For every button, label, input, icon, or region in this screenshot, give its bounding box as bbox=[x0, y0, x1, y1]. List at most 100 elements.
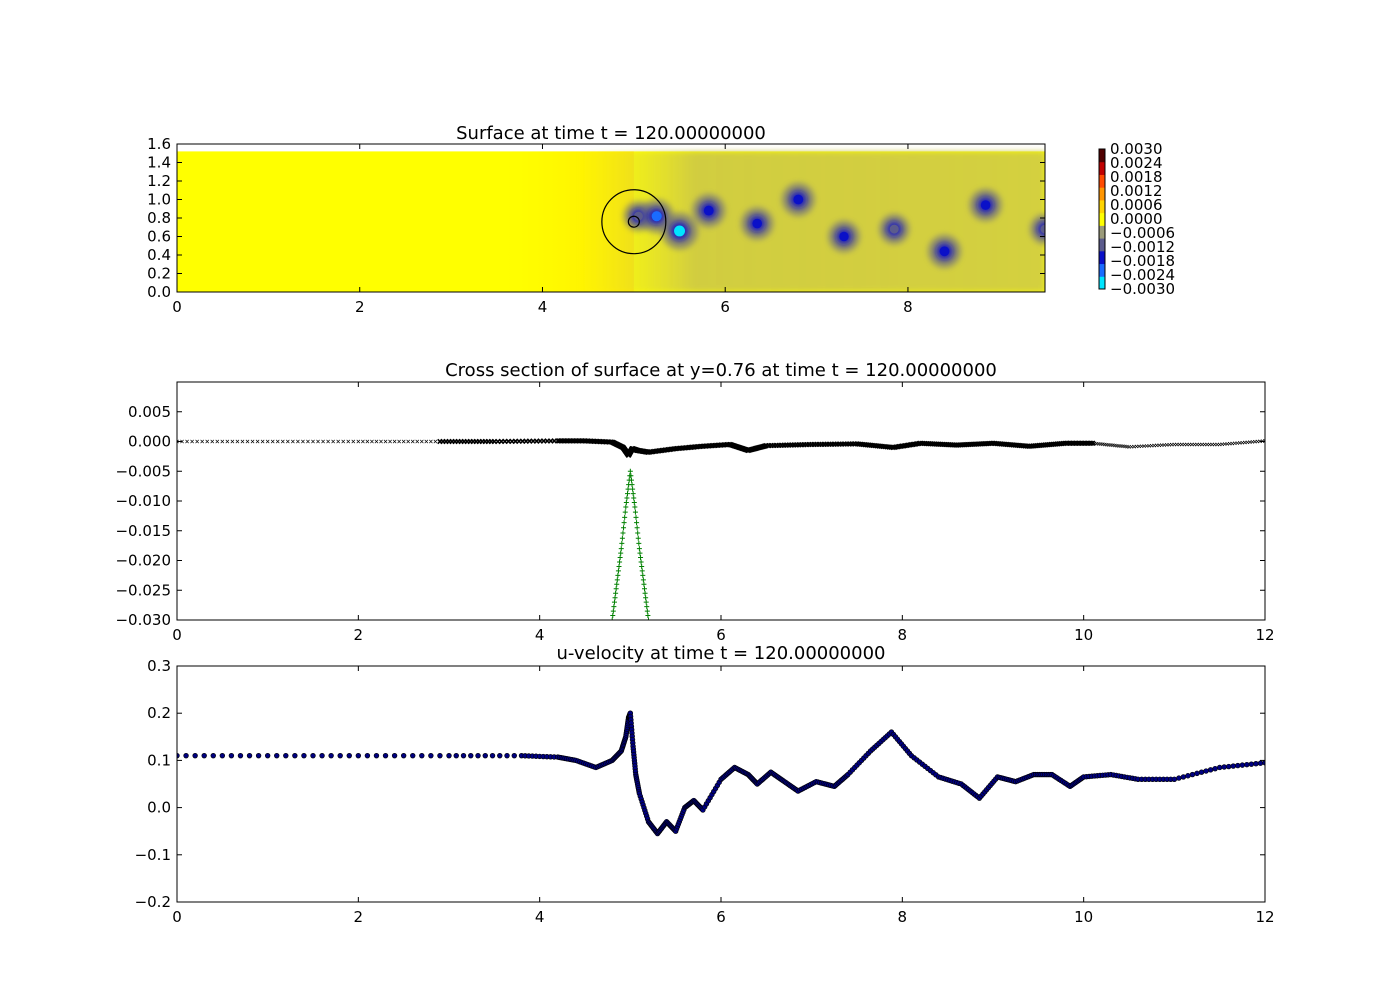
cross-section-y-tick-label: −0.025 bbox=[115, 581, 171, 599]
bathymetry-point bbox=[628, 473, 634, 479]
bathymetry-point bbox=[639, 568, 645, 574]
heatmap-y-tick-label: 1.0 bbox=[147, 191, 171, 209]
vortex-core bbox=[674, 225, 686, 237]
cross-section-point bbox=[275, 439, 280, 444]
cross-section-point bbox=[326, 439, 330, 444]
bathymetry-point bbox=[638, 559, 644, 565]
bathymetry-point bbox=[618, 550, 624, 556]
colorbar-segment bbox=[1099, 199, 1105, 214]
surface-heatmap-axes: 0 2 4 6 8 0.00.20.40.60.81.01.21.41.6 bbox=[147, 135, 1045, 316]
cross-section-point bbox=[383, 439, 388, 444]
bathymetry-point bbox=[644, 608, 650, 614]
cross-section-x-tick-label: 4 bbox=[535, 626, 545, 644]
bathymetry-point bbox=[632, 504, 638, 510]
u-velocity-point bbox=[1176, 775, 1182, 781]
bathymetry-point bbox=[642, 586, 647, 592]
u-velocity-point bbox=[1230, 763, 1236, 769]
cross-section-point bbox=[250, 439, 255, 444]
cross-section-point bbox=[225, 439, 230, 444]
colorbar-tick-label: −0.0024 bbox=[1110, 266, 1175, 284]
cross-section-point bbox=[370, 439, 374, 444]
u-velocity-title: u-velocity at time t = 120.00000000 bbox=[557, 643, 886, 664]
cross-section-point bbox=[306, 439, 310, 444]
bathymetry-point bbox=[635, 535, 641, 541]
colorbar-tick-label: −0.0012 bbox=[1110, 238, 1175, 256]
heatmap-y-tick-label: 0.4 bbox=[147, 246, 171, 264]
heatmap-y-tick-label: 1.6 bbox=[147, 135, 171, 153]
cross-section-point bbox=[336, 439, 341, 444]
u-velocity-point bbox=[237, 752, 244, 759]
cross-section-point bbox=[177, 439, 179, 444]
u-velocity-point bbox=[1203, 768, 1209, 774]
heatmap-y-tick-label: 0.2 bbox=[147, 265, 171, 283]
bathymetry-point bbox=[645, 617, 651, 620]
cross-section-point bbox=[433, 439, 438, 444]
u-velocity-point bbox=[475, 752, 481, 759]
bathymetry-point bbox=[639, 563, 645, 569]
u-velocity-point bbox=[446, 752, 452, 759]
u-velocity-point bbox=[183, 752, 189, 759]
bathymetry-point bbox=[623, 499, 629, 505]
heatmap-x-tick-label: 8 bbox=[903, 298, 913, 316]
u-velocity-y-tick-label: 0.2 bbox=[147, 704, 171, 722]
u-velocity-y-tick-label: 0.3 bbox=[147, 657, 171, 675]
bathymetry-point bbox=[615, 572, 621, 578]
bathymetry-point bbox=[622, 509, 628, 515]
cross-section-frame bbox=[176, 381, 1266, 621]
cross-section-point bbox=[429, 439, 433, 444]
cylinder-inner-circle bbox=[627, 215, 640, 228]
vortex-core bbox=[703, 205, 714, 216]
bathymetry-point bbox=[612, 595, 618, 601]
cross-section-point bbox=[210, 439, 215, 444]
u-velocity-point bbox=[1189, 771, 1196, 778]
colorbar: 0.00300.00240.00180.00120.00060.0000−0.0… bbox=[1098, 140, 1175, 298]
heatmap-y-tick-label: 1.2 bbox=[147, 172, 171, 190]
u-velocity-point bbox=[1185, 773, 1191, 779]
bathymetry-point bbox=[643, 595, 649, 601]
u-velocity-x-tick-label: 4 bbox=[535, 908, 545, 926]
bathymetry-point bbox=[629, 482, 635, 488]
u-velocity-point bbox=[228, 752, 235, 759]
bathymetry-point bbox=[645, 613, 651, 619]
u-velocity-point bbox=[264, 752, 271, 759]
cross-section-point bbox=[215, 439, 220, 444]
bathymetry-point bbox=[622, 514, 628, 520]
colorbar-segment bbox=[1099, 161, 1105, 175]
u-velocity-x-tick-label: 8 bbox=[898, 908, 908, 926]
u-velocity-point bbox=[1171, 776, 1178, 782]
bathymetry-point bbox=[621, 525, 627, 531]
cross-section-point bbox=[291, 439, 295, 444]
bathymetry-point bbox=[614, 581, 620, 587]
u-velocity-point bbox=[391, 752, 398, 759]
cross-section-point bbox=[220, 439, 225, 444]
u-velocity-point bbox=[1248, 761, 1255, 767]
u-velocity-point bbox=[1253, 761, 1259, 767]
colorbar-segment bbox=[1099, 263, 1105, 277]
vortex-core bbox=[939, 246, 950, 257]
colorbar-segment bbox=[1099, 149, 1105, 163]
colorbar-tick-label: 0.0024 bbox=[1110, 154, 1163, 172]
bathymetry-point bbox=[643, 599, 649, 605]
colorbar-tick-label: 0.0018 bbox=[1110, 168, 1163, 186]
u-velocity-point bbox=[219, 752, 226, 759]
cross-section-point bbox=[410, 439, 415, 444]
cross-section-point bbox=[230, 439, 235, 444]
bathymetry-point bbox=[611, 599, 617, 605]
u-velocity-x-tick-label: 6 bbox=[716, 908, 726, 926]
cross-section-y-tick-label: −0.015 bbox=[115, 522, 171, 540]
u-velocity-point bbox=[504, 752, 510, 759]
u-velocity-point bbox=[382, 752, 389, 759]
cross-section-panel: Cross section of surface at y=0.76 at ti… bbox=[115, 360, 1274, 644]
bathymetry-point bbox=[624, 495, 630, 501]
bathymetry-point bbox=[623, 504, 629, 510]
bathymetry-point bbox=[638, 555, 644, 561]
cross-section-point bbox=[392, 439, 397, 444]
u-velocity-point bbox=[1212, 765, 1218, 772]
u-velocity-point bbox=[400, 752, 407, 759]
cross-section-y-tick-label: −0.030 bbox=[115, 611, 171, 629]
cross-section-y-tick-label: −0.020 bbox=[115, 552, 171, 570]
bathymetry-point bbox=[634, 520, 640, 526]
cylinder-outer-circle bbox=[601, 189, 667, 255]
colorbar-frame bbox=[1098, 148, 1106, 290]
heatmap-y-tick-label: 1.4 bbox=[147, 154, 171, 172]
